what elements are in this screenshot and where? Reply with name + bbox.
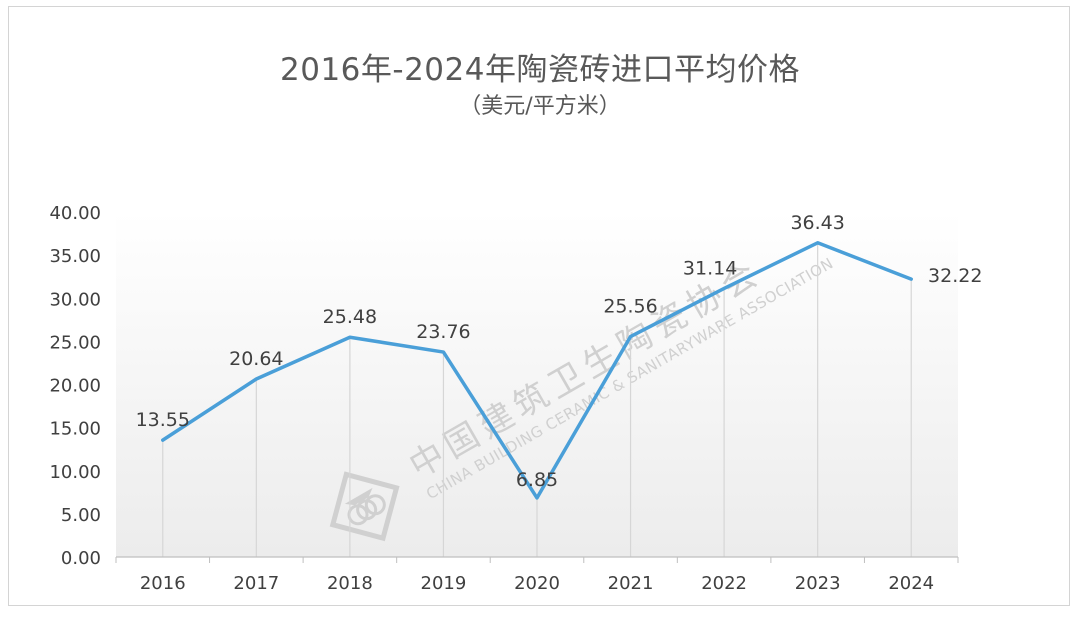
data-label: 36.43	[790, 212, 844, 234]
data-label: 23.76	[416, 321, 470, 343]
y-tick-label: 10.00	[49, 462, 101, 483]
y-tick-label: 15.00	[49, 419, 101, 440]
chart-subtitle: （美元/平方米）	[459, 94, 621, 119]
data-label: 6.85	[516, 469, 558, 491]
x-tick-label: 2023	[795, 573, 841, 594]
x-tick-label: 2022	[701, 573, 747, 594]
x-tick-label: 2016	[140, 573, 186, 594]
y-tick-label: 40.00	[49, 203, 101, 224]
association-logo	[329, 471, 400, 542]
data-label: 13.55	[136, 409, 190, 431]
x-tick-label: 2020	[514, 573, 560, 594]
x-tick-label: 2019	[421, 573, 467, 594]
y-tick-label: 20.00	[49, 376, 101, 397]
data-label: 20.64	[229, 348, 283, 370]
data-label: 25.56	[603, 296, 657, 318]
data-label: 25.48	[323, 306, 377, 328]
y-tick-label: 0.00	[61, 548, 101, 569]
series-line	[161, 241, 913, 500]
y-tick-label: 25.00	[49, 332, 101, 353]
x-tick-label: 2024	[888, 573, 934, 594]
y-tick-label: 5.00	[61, 505, 101, 526]
x-tick-label: 2017	[233, 573, 279, 594]
x-tick-label: 2021	[608, 573, 654, 594]
x-tick-label: 2018	[327, 573, 373, 594]
y-tick-label: 35.00	[49, 246, 101, 267]
chart-title: 2016年-2024年陶瓷砖进口平均价格	[280, 52, 800, 88]
y-tick-label: 30.00	[49, 289, 101, 310]
data-label: 32.22	[928, 265, 982, 287]
data-label: 31.14	[683, 257, 737, 279]
